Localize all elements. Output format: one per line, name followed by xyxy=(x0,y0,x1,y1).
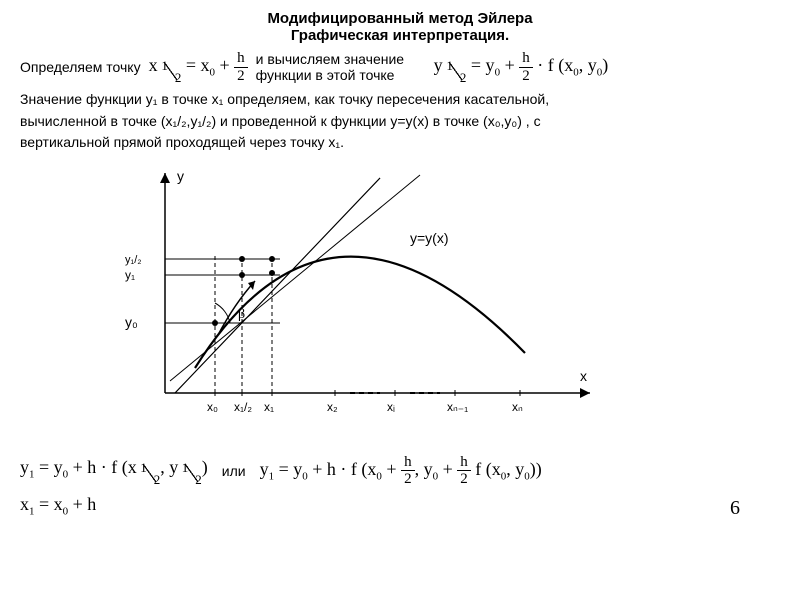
euler-diagram: y x y₁/₂ y₁ y₀ β x₀ x₁/₂ x₁ x₂ xᵢ xₙ₋₁ xₙ y=y(x) xyxy=(80,163,780,446)
svg-text:x: x xyxy=(580,368,587,384)
para-2: вычисленной в точке (x₁/₂,y₁/₂) и провед… xyxy=(20,112,780,132)
svg-text:x₂: x₂ xyxy=(327,400,338,414)
title-line2: Графическая интерпретация. xyxy=(20,27,780,44)
text-opred: Определяем точку xyxy=(20,59,141,75)
formula-y-half: y 12 = y0 + h2 · f (x0, y0) xyxy=(434,50,609,84)
title-line1: Модифицированный метод Эйлера xyxy=(20,10,780,27)
text-ili: или xyxy=(222,463,246,479)
svg-text:y: y xyxy=(177,168,184,184)
svg-text:x₁: x₁ xyxy=(264,400,274,414)
svg-text:y₁/₂: y₁/₂ xyxy=(125,254,142,266)
formula-y1-short: y1 = y0 + h · f (x 12, y 12) xyxy=(20,457,208,484)
svg-text:x₁/₂: x₁/₂ xyxy=(234,400,252,414)
svg-text:β: β xyxy=(238,307,245,322)
text-vychisl: и вычисляем значение функции в этой точк… xyxy=(256,51,426,83)
svg-text:y₁: y₁ xyxy=(125,268,135,282)
svg-text:xᵢ: xᵢ xyxy=(387,400,395,414)
svg-text:xₙ₋₁: xₙ₋₁ xyxy=(447,400,468,414)
formula-y1-long: y1 = y0 + h · f (x0 + h2, y0 + h2 f (x0,… xyxy=(260,454,542,488)
svg-text:xₙ: xₙ xyxy=(512,400,523,414)
formula-x-half: x 12 = x0 + h2 xyxy=(149,50,248,84)
svg-text:y₀: y₀ xyxy=(125,314,138,330)
formula-x1: x1 = x0 + h xyxy=(20,494,96,518)
svg-text:y=y(x): y=y(x) xyxy=(410,230,449,246)
para-1: Значение функции y₁ в точке x₁ определяе… xyxy=(20,90,780,110)
svg-text:x₀: x₀ xyxy=(207,400,218,414)
para-3: вертикальной прямой проходящей через точ… xyxy=(20,133,780,153)
